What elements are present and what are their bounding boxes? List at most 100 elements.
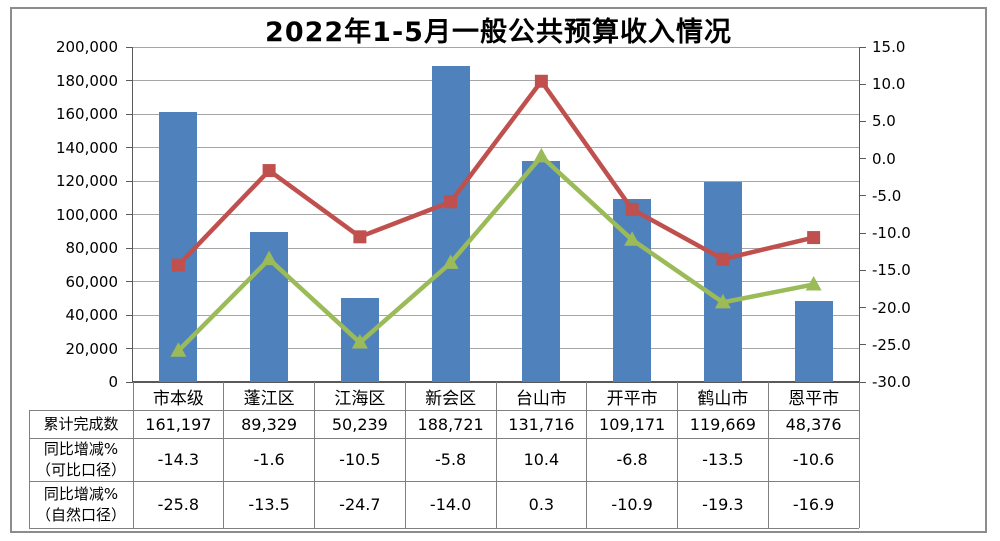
left-axis-tick-label: 180,000 [55,71,118,90]
table-cell-r1-新会区: -5.8 [435,450,467,469]
chart-title: 2022年1-5月一般公共预算收入情况 [265,17,732,48]
category-label-新会区: 新会区 [425,389,477,409]
table-column-separator [677,382,678,528]
table-cell-r1-开平市: -6.8 [616,450,648,469]
category-label-恩平市: 恩平市 [788,389,840,409]
right-axis-tick-label: -25.0 [872,335,911,354]
right-axis-tick-label: 0.0 [872,149,896,168]
right-axis-line [859,47,860,528]
left-axis-tick [126,348,133,349]
table-row-label-line: 同比增减% [43,485,119,504]
left-axis-tick-label: 80,000 [65,239,119,257]
table-cell-r0-恩平市: 48,376 [785,414,842,434]
marker-triangle-市本级 [170,342,187,357]
table-column-separator [858,382,860,528]
marker-triangle-蓬江区 [261,250,278,266]
table-cell-r0-鹤山市: 119,669 [689,414,756,434]
table-column-separator [586,382,588,528]
table-row-label-line: 累计完成数 [43,414,119,433]
gridline [133,180,859,182]
table-row-border [29,480,859,482]
left-axis-tick [126,281,133,282]
table-column-separator [767,382,769,528]
right-axis-tick-label: -15.0 [872,261,911,280]
left-axis-tick [126,314,133,316]
marker-triangle-开平市 [624,231,641,246]
right-axis-tick-label: -20.0 [872,298,911,317]
right-axis-tick-label: 10.0 [872,75,906,94]
left-axis-tick [126,247,133,249]
right-axis-tick [859,344,866,346]
table-cell-r2-恩平市: -16.9 [792,495,835,514]
table-row-border [29,527,859,529]
table-row-label-line: （自然口径） [35,505,126,524]
right-axis-tick [859,195,866,197]
right-axis-tick [859,381,866,383]
gridline [133,147,859,148]
bar-台山市 [522,161,561,382]
left-axis-tick-label: 60,000 [65,272,119,291]
category-label-蓬江区: 蓬江区 [243,389,295,409]
table-cell-r0-江海区: 50,239 [331,414,388,434]
gridline [133,281,859,282]
gridline [133,46,859,48]
gridline [133,113,859,115]
left-axis-line [132,47,133,382]
left-axis-tick [126,180,133,182]
right-axis-tick [859,269,866,271]
marker-square-江海区 [353,230,367,244]
bar-鹤山市 [703,181,742,382]
table-cell-r0-市本级: 161,197 [145,414,212,434]
table-row-label-line: 同比增减% [43,440,119,459]
right-axis-tick-label: -10.0 [872,224,911,243]
table-column-separator [223,382,225,528]
line-yoy-natural [176,154,815,353]
marker-square-台山市 [534,74,548,88]
table-cell-r0-开平市: 109,171 [599,414,666,434]
table-cell-r1-台山市: 10.4 [523,450,560,469]
bar-恩平市 [794,300,833,382]
left-axis-tick-label: 200,000 [55,38,118,56]
marker-triangle-新会区 [442,254,459,269]
left-axis-tick-label: 20,000 [65,339,119,358]
marker-square-鹤山市 [716,252,730,266]
table-row-label-1: 同比增减% （可比口径） [30,439,132,480]
table-cell-r0-新会区: 188,721 [417,414,484,434]
table-cell-r1-江海区: -10.5 [339,450,381,469]
table-cell-r1-恩平市: -10.6 [792,450,835,469]
table-column-separator [314,382,315,528]
gridline [133,348,859,349]
left-axis-tick [126,113,133,115]
category-label-开平市: 开平市 [606,389,658,409]
category-label-江海区: 江海区 [334,389,386,409]
line-yoy-comparable [176,78,815,267]
left-axis-tick-label: 100,000 [55,205,118,224]
left-axis-tick-label: 120,000 [55,172,118,190]
right-axis-tick-label: 5.0 [872,112,896,131]
gridline [133,214,859,215]
marker-triangle-台山市 [533,147,550,163]
table-cell-r1-鹤山市: -13.5 [702,450,744,469]
table-column-separator [132,382,134,528]
table-cell-r0-台山市: 131,716 [508,414,575,434]
category-label-鹤山市: 鹤山市 [697,389,749,409]
left-axis-tick-label: 140,000 [55,138,118,157]
left-axis-tick-label: 40,000 [65,306,119,324]
left-axis-tick [126,46,133,48]
left-axis-tick [126,214,133,215]
right-axis-tick-label: -5.0 [872,186,902,205]
left-axis-tick [126,147,133,148]
table-cell-r0-蓬江区: 89,329 [241,414,298,434]
table-cell-r2-新会区: -14.0 [429,495,472,514]
table-row-border [29,409,859,411]
table-cell-r2-市本级: -25.8 [157,495,200,514]
bar-新会区 [431,65,470,382]
right-axis-tick [859,307,866,309]
table-cell-r1-蓬江区: -1.6 [253,450,285,469]
table-label-column-border [29,410,30,528]
table-row-label-line: （可比口径） [35,460,126,479]
marker-triangle-鹤山市 [714,293,731,309]
right-axis-tick [859,232,866,234]
right-axis-tick [859,158,866,160]
